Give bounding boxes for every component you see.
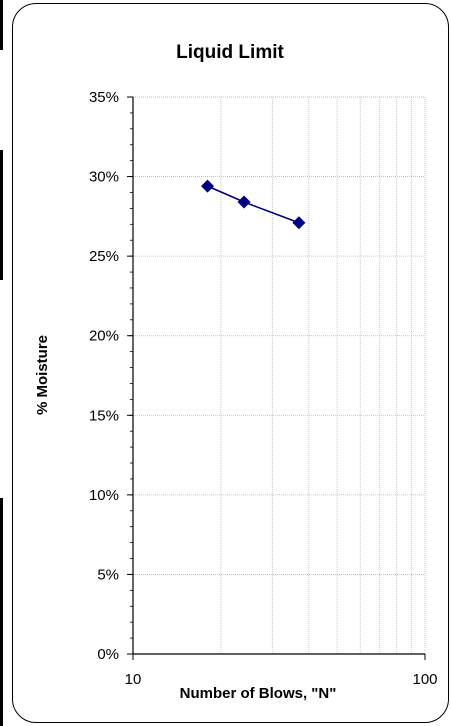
data-point-diamond — [237, 195, 251, 209]
left-edge-bar-middle — [0, 150, 3, 280]
y-tick-label: 25% — [89, 248, 119, 265]
y-tick-label: 30% — [89, 169, 119, 186]
y-tick-label: 20% — [89, 328, 119, 345]
x-tick-label: 10 — [125, 671, 142, 688]
y-tick-label: 15% — [89, 407, 119, 424]
y-tick-label: 0% — [97, 646, 119, 663]
data-series — [201, 179, 306, 230]
tick-labels: 0% 5% 10% 15% 20% 25% 30% 35% 10 100 — [89, 89, 438, 688]
y-axis-label: % Moisture — [34, 335, 51, 415]
chart-title: Liquid Limit — [176, 42, 284, 63]
axes — [132, 97, 425, 655]
y-tick-label: 10% — [89, 487, 119, 504]
data-point-diamond — [201, 179, 215, 193]
tick-marks — [127, 96, 426, 660]
grid-lines — [133, 96, 426, 654]
chart-frame — [12, 3, 449, 723]
y-tick-label: 5% — [97, 566, 119, 583]
x-tick-label: 100 — [412, 671, 437, 688]
left-edge-bar-top — [0, 0, 3, 50]
y-tick-label: 35% — [89, 89, 119, 106]
x-axis-label: Number of Blows, "N" — [180, 685, 337, 702]
left-edge-bar-bottom — [0, 498, 3, 726]
data-point-diamond — [292, 216, 306, 230]
